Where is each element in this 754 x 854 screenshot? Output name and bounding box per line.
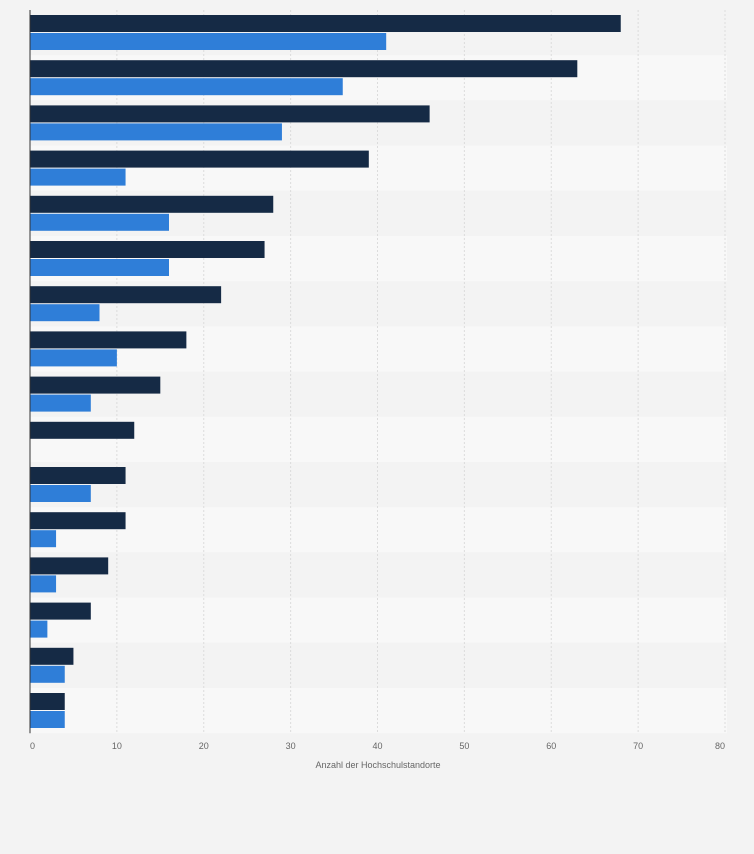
bar-series-1 bbox=[30, 376, 161, 394]
bar-series-1 bbox=[30, 331, 187, 349]
bar-series-2 bbox=[30, 485, 91, 502]
x-axis-title: Anzahl der Hochschulstandorte bbox=[315, 760, 440, 770]
row-band bbox=[30, 462, 727, 508]
row-band bbox=[30, 416, 727, 462]
bar-series-1 bbox=[30, 467, 126, 484]
bar-series-1 bbox=[30, 150, 369, 168]
bar-series-1 bbox=[30, 647, 74, 665]
bar-series-1 bbox=[30, 602, 91, 620]
x-tick-label: 50 bbox=[459, 741, 469, 751]
bar-series-1 bbox=[30, 241, 265, 258]
row-band bbox=[30, 552, 727, 598]
row-band bbox=[30, 507, 727, 553]
bar-series-1 bbox=[30, 15, 621, 32]
x-tick-label: 40 bbox=[372, 741, 382, 751]
bars bbox=[30, 15, 621, 728]
bar-series-2 bbox=[30, 665, 65, 683]
x-axis-ticks: 0 10 20 30 40 50 60 70 80 bbox=[30, 741, 725, 751]
x-tick-label: 0 bbox=[30, 741, 35, 751]
bar-series-2 bbox=[30, 530, 57, 548]
x-tick-label: 80 bbox=[715, 741, 725, 751]
row-band bbox=[30, 642, 727, 688]
x-tick-label: 30 bbox=[286, 741, 296, 751]
bar-series-2 bbox=[30, 33, 387, 50]
bar-series-2 bbox=[30, 304, 100, 322]
bar-series-1 bbox=[30, 693, 65, 710]
x-tick-label: 70 bbox=[633, 741, 643, 751]
x-tick-label: 20 bbox=[199, 741, 209, 751]
bar-series-2 bbox=[30, 575, 57, 593]
bar-series-1 bbox=[30, 421, 135, 439]
row-band bbox=[30, 597, 727, 643]
bar-series-2 bbox=[30, 620, 48, 638]
bar-series-2 bbox=[30, 259, 169, 276]
bar-series-2 bbox=[30, 213, 169, 231]
bar-series-1 bbox=[30, 60, 578, 78]
bar-series-1 bbox=[30, 286, 222, 304]
bar-series-1 bbox=[30, 557, 109, 575]
bar-series-2 bbox=[30, 168, 126, 186]
bar-series-1 bbox=[30, 195, 274, 213]
bar-series-2 bbox=[30, 349, 117, 367]
bar-series-1 bbox=[30, 105, 430, 123]
bar-series-2 bbox=[30, 711, 65, 728]
x-tick-label: 10 bbox=[112, 741, 122, 751]
bar-series-2 bbox=[30, 394, 91, 412]
row-band bbox=[30, 688, 727, 734]
row-bands bbox=[30, 10, 727, 734]
x-tick-label: 60 bbox=[546, 741, 556, 751]
bar-series-1 bbox=[30, 512, 126, 530]
bar-series-2 bbox=[30, 78, 343, 96]
bar-series-2 bbox=[30, 123, 282, 141]
